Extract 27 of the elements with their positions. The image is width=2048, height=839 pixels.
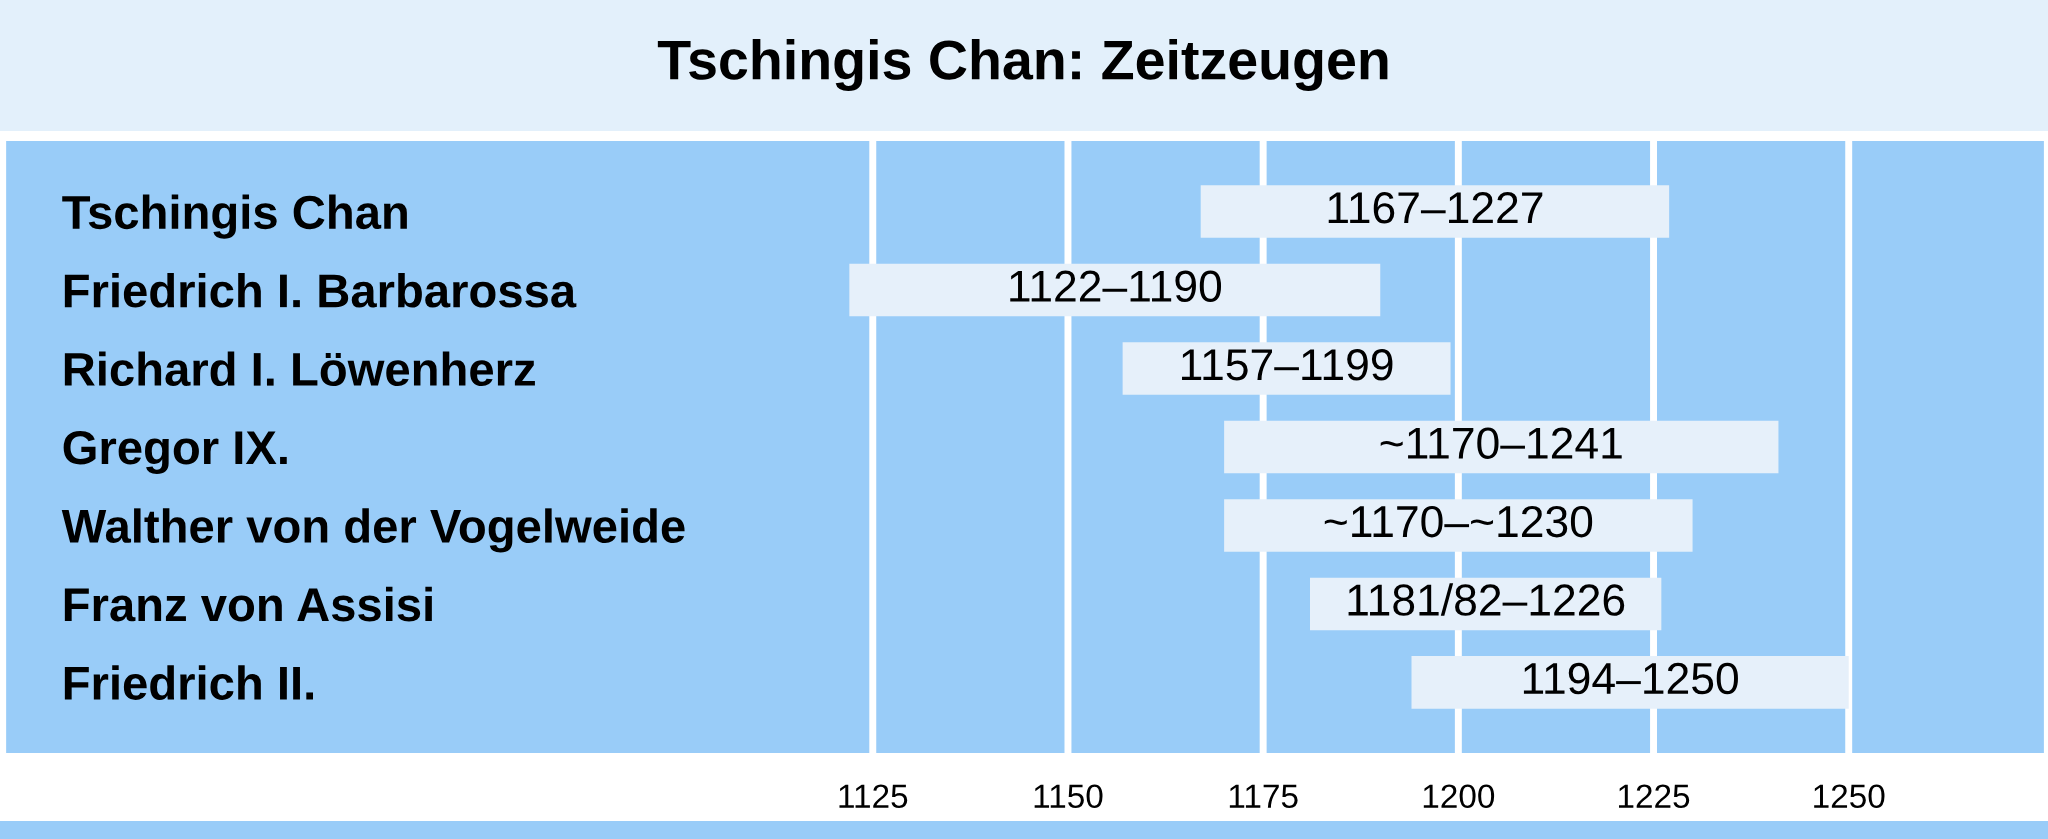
data-label: ~1170–~1230	[1324, 505, 1593, 538]
x-tick-label: 1225	[1619, 784, 1690, 809]
y-tick-label: Richard I. Löwenherz	[64, 351, 535, 387]
bar	[1122, 342, 1451, 395]
y-tick-label: Gregor IX.	[63, 431, 287, 474]
y-tick-label: Franz von Assisi	[64, 586, 432, 622]
data-label: 1194–1250	[1523, 662, 1738, 695]
data-label: 1122–1190	[1010, 270, 1222, 302]
x-tick-label: 1175	[1229, 784, 1298, 809]
y-tick-label: Walther von der Vogelweide	[61, 508, 685, 553]
chart-title: Tschingis Chan: Zeitzeugen	[657, 38, 1388, 92]
data-label: ~1170–1241	[1380, 427, 1622, 459]
y-tick-label: Friedrich II.	[64, 665, 313, 700]
x-tick-label: 1200	[1423, 784, 1495, 809]
y-tick-label: Friedrich I. Barbarossa	[64, 272, 577, 308]
x-tick-label: 1150	[1034, 784, 1103, 809]
bar	[1200, 185, 1670, 238]
bar	[1224, 420, 1779, 474]
data-label: 1167–1227	[1328, 192, 1543, 224]
bar	[1411, 656, 1849, 709]
bar	[1224, 499, 1693, 552]
data-label: 1181/82–1226	[1348, 583, 1625, 616]
bar	[849, 263, 1381, 317]
y-tick-label: Tschingis Chan	[62, 194, 407, 239]
x-tick-label: 1250	[1814, 784, 1885, 809]
x-tick-label: 1125	[839, 784, 908, 809]
data-label: 1157–1199	[1182, 348, 1393, 381]
